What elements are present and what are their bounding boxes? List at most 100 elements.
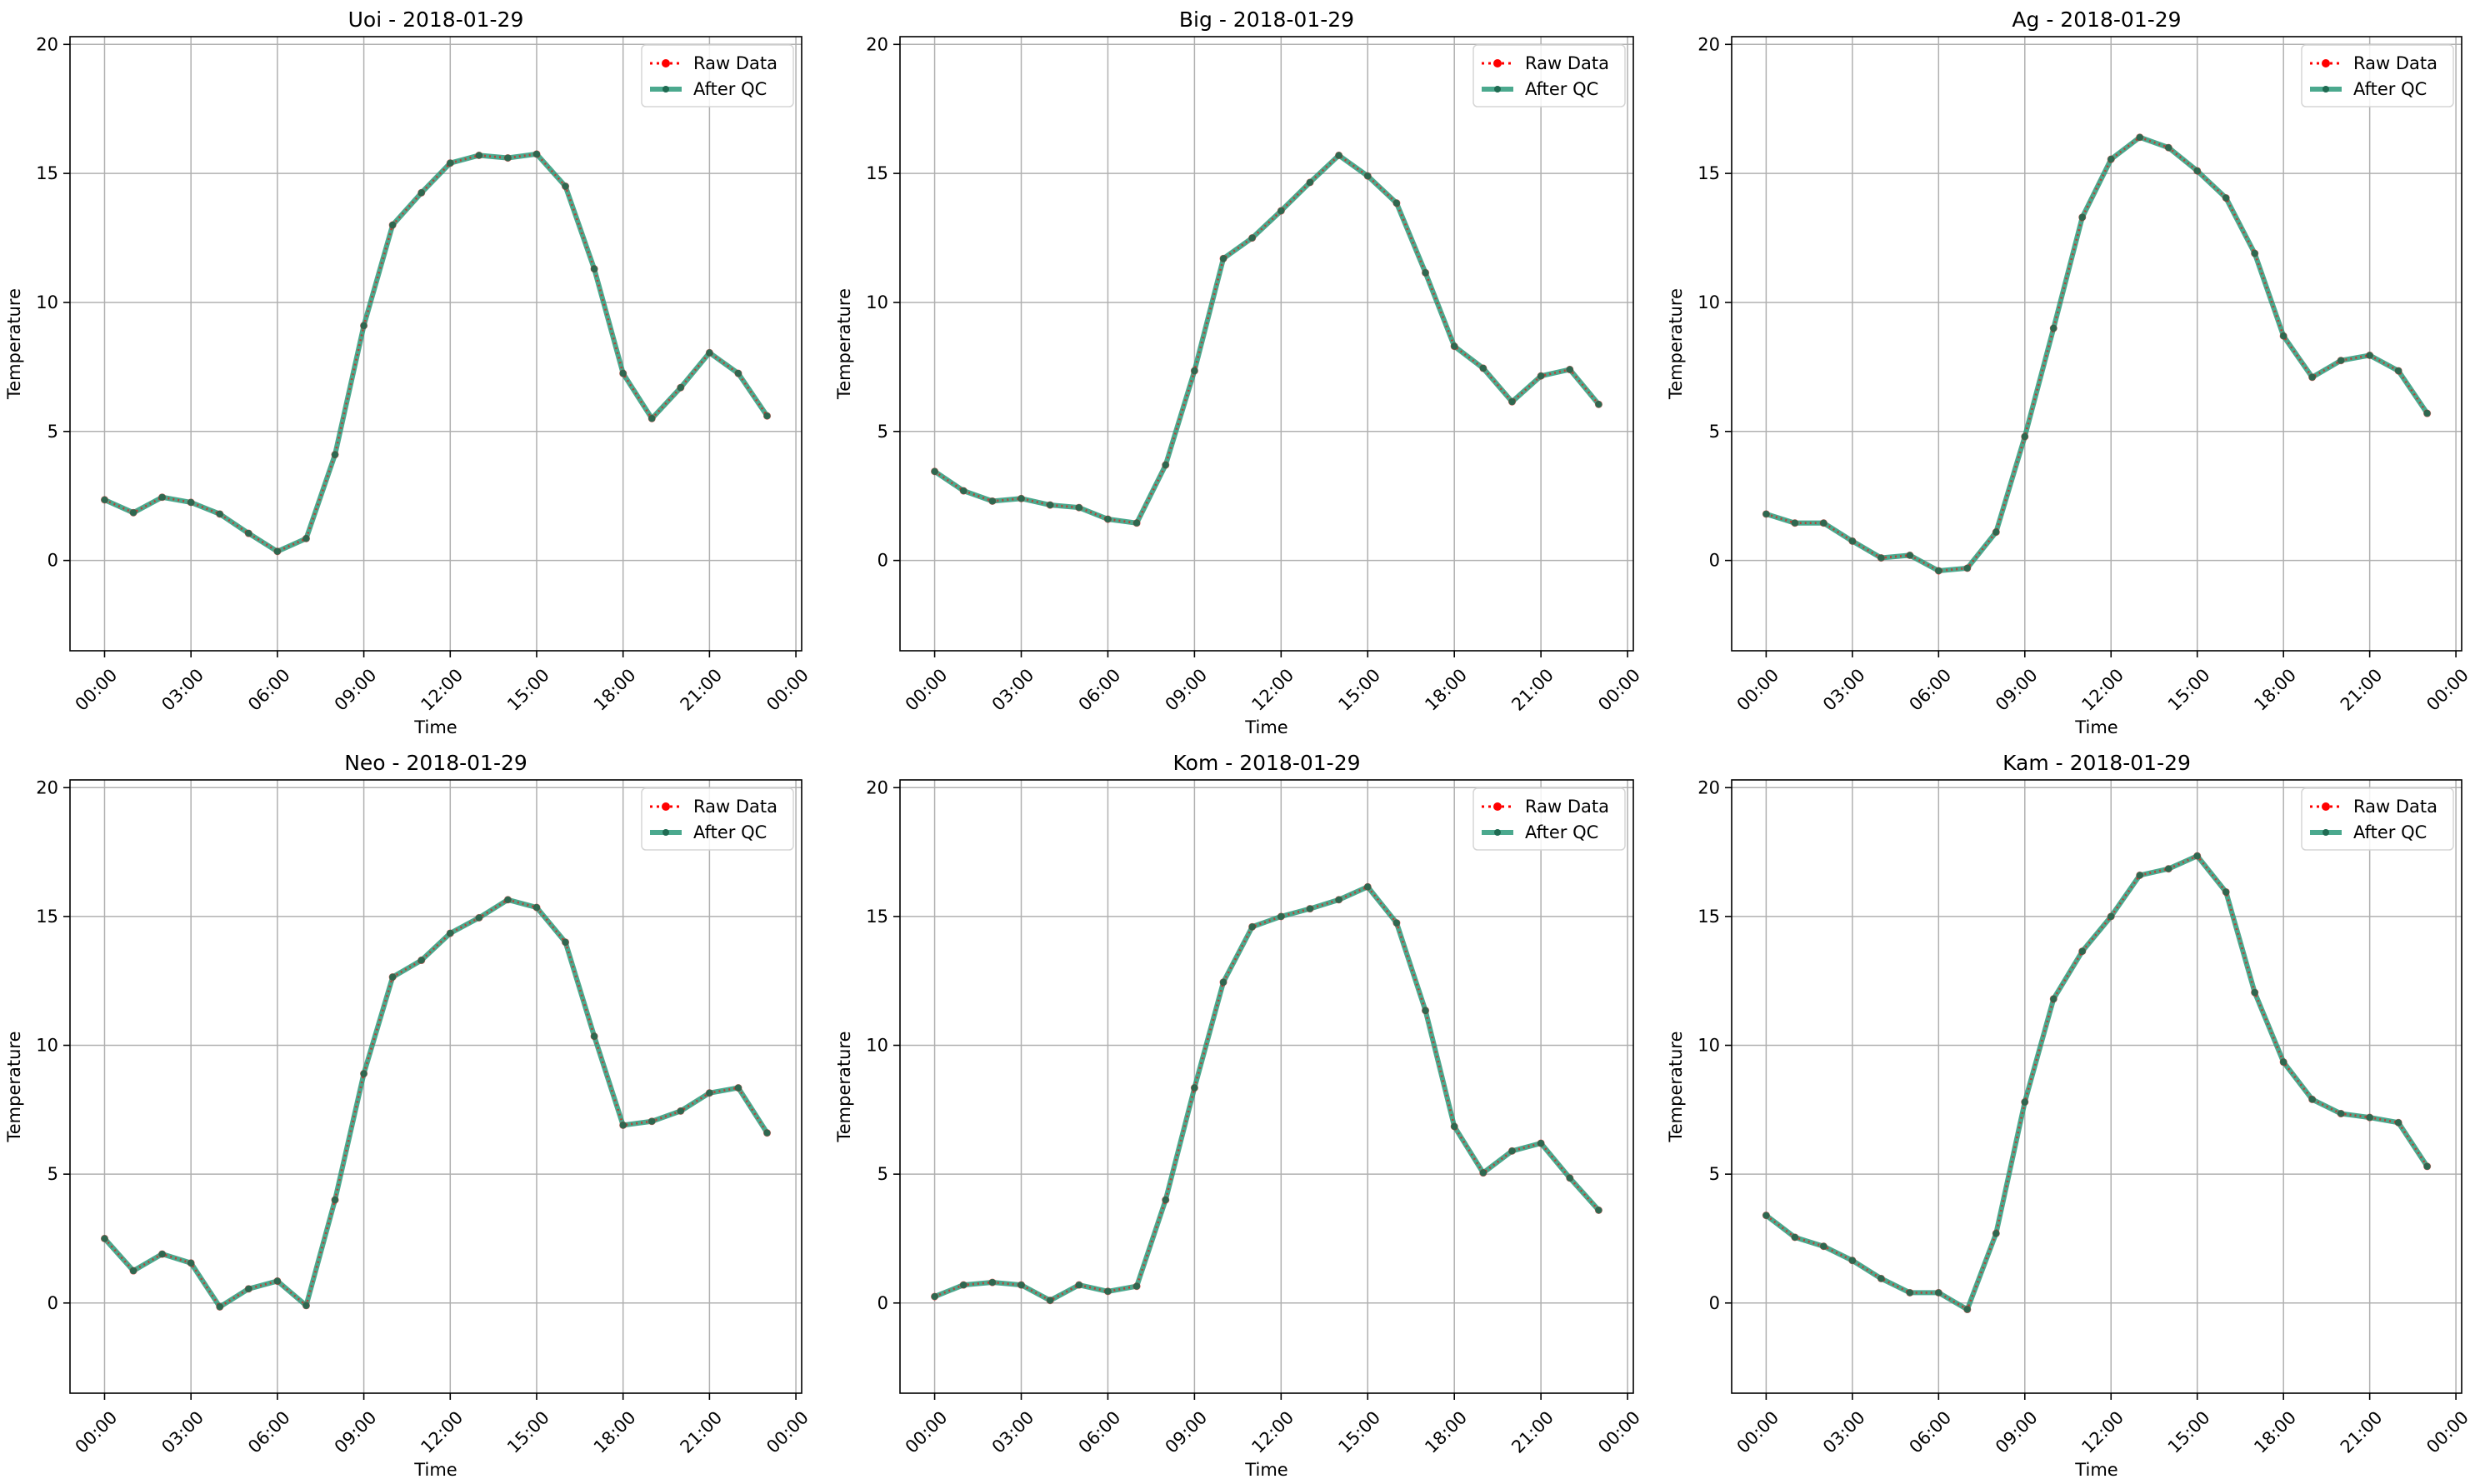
- x-tick-label: 00:00: [1733, 1407, 1783, 1457]
- data-point-after-qc: [1104, 1287, 1112, 1296]
- x-tick-label: 21:00: [1508, 1407, 1558, 1457]
- data-point-after-qc: [129, 509, 138, 517]
- x-axis-label: Time: [1244, 1460, 1288, 1480]
- legend-marker-raw-data: [1493, 59, 1502, 67]
- y-tick-label: 15: [1698, 163, 1720, 183]
- data-point-after-qc: [504, 154, 512, 162]
- data-point-after-qc: [418, 189, 425, 197]
- y-axis-label: Temperature: [1666, 1031, 1686, 1142]
- data-point-after-qc: [2136, 133, 2143, 141]
- x-tick-label: 12:00: [417, 1407, 467, 1457]
- data-point-after-qc: [1595, 1207, 1602, 1214]
- data-point-after-qc: [1479, 1169, 1488, 1177]
- data-point-after-qc: [216, 510, 223, 518]
- legend: Raw Data After QC: [1472, 787, 1626, 851]
- data-point-after-qc: [1278, 912, 1285, 921]
- x-tick-label: 15:00: [1334, 665, 1384, 715]
- y-tick-label: 5: [878, 422, 888, 442]
- x-tick-label: 15:00: [1334, 1407, 1384, 1457]
- data-point-after-qc: [706, 1089, 713, 1097]
- data-point-after-qc: [1935, 1289, 1942, 1297]
- data-point-after-qc: [1878, 554, 1885, 562]
- x-tick-label: 18:00: [2250, 1407, 2300, 1457]
- data-point-after-qc: [1451, 342, 1458, 350]
- series-line-after-qc: [1763, 134, 2430, 574]
- data-point-after-qc: [1132, 1282, 1141, 1290]
- x-tick-label: 15:00: [503, 665, 553, 715]
- data-point-after-qc: [504, 896, 512, 903]
- legend: Raw Data After QC: [1472, 44, 1626, 107]
- x-tick-label: 00:00: [902, 1407, 952, 1457]
- x-tick-label: 21:00: [677, 1407, 727, 1457]
- data-point-after-qc: [734, 1084, 742, 1092]
- data-point-after-qc: [302, 1302, 310, 1310]
- y-tick-label: 10: [36, 292, 58, 312]
- data-point-after-qc: [1935, 567, 1942, 575]
- data-point-after-qc: [447, 159, 454, 167]
- x-tick-label: 00:00: [762, 665, 812, 715]
- data-point-after-qc: [1191, 1084, 1198, 1092]
- y-axis-label: Temperature: [1666, 288, 1686, 400]
- series-line-after-qc: [932, 152, 1602, 526]
- subplot-2: 00:00 03:00 06:00 09:00 12:00 15:00 18:00 21:00…: [834, 7, 1644, 737]
- data-point-after-qc: [1791, 1233, 1799, 1242]
- legend-marker-raw-data: [662, 802, 670, 811]
- data-point-after-qc: [1335, 152, 1342, 159]
- legend-label-after-qc: After QC: [1525, 822, 1598, 842]
- x-tick-label: 12:00: [1248, 1407, 1298, 1457]
- x-tick-label: 18:00: [590, 1407, 640, 1457]
- data-point-after-qc: [1566, 1174, 1573, 1182]
- data-point-after-qc: [101, 1235, 108, 1242]
- data-point-after-qc: [619, 1122, 627, 1129]
- legend-label-after-qc: After QC: [693, 822, 767, 842]
- x-axis-label: Time: [413, 1460, 457, 1480]
- y-tick-label: 5: [48, 422, 58, 442]
- x-tick-label: 21:00: [2337, 1407, 2387, 1457]
- x-tick-label: 03:00: [988, 665, 1038, 715]
- x-tick-label: 21:00: [677, 665, 727, 715]
- axes-frame: [899, 36, 1634, 652]
- data-point-after-qc: [273, 1277, 282, 1285]
- x-tick-label: 06:00: [244, 1407, 294, 1457]
- subplot-title: Neo - 2018-01-29: [344, 751, 528, 775]
- data-point-after-qc: [1392, 919, 1401, 927]
- data-point-after-qc: [2337, 1110, 2345, 1117]
- data-point-after-qc: [2136, 872, 2143, 879]
- data-point-after-qc: [2108, 912, 2115, 921]
- y-tick-label: 10: [1698, 292, 1720, 312]
- data-point-after-qc: [1422, 269, 1429, 277]
- legend-marker-raw-data: [662, 59, 670, 67]
- legend-label-raw-data: Raw Data: [693, 53, 778, 73]
- series-line-raw-data: [933, 153, 1600, 525]
- data-point-after-qc: [1422, 1007, 1429, 1014]
- y-tick-label: 5: [48, 1164, 58, 1184]
- legend-marker-raw-data: [1493, 802, 1502, 811]
- data-point-after-qc: [1906, 552, 1914, 559]
- y-axis-label: Temperature: [4, 1031, 24, 1142]
- legend-label-raw-data: Raw Data: [1525, 797, 1609, 817]
- axes-frame: [69, 36, 802, 652]
- y-tick-label: 0: [1709, 1293, 1720, 1313]
- data-point-after-qc: [1191, 367, 1198, 375]
- legend-label-raw-data: Raw Data: [693, 797, 778, 817]
- x-tick-label: 03:00: [988, 1407, 1038, 1457]
- x-tick-label: 06:00: [1905, 665, 1955, 715]
- data-point-after-qc: [2366, 352, 2373, 359]
- y-tick-label: 15: [866, 163, 888, 183]
- data-point-after-qc: [360, 322, 368, 330]
- data-point-after-qc: [1219, 978, 1228, 986]
- legend: Raw Data After QC: [641, 787, 794, 851]
- legend-label-after-qc: After QC: [693, 79, 767, 99]
- x-tick-label: 18:00: [1421, 665, 1471, 715]
- x-axis-label: Time: [413, 717, 457, 737]
- data-point-after-qc: [2337, 357, 2345, 364]
- legend: Raw Data After QC: [641, 44, 794, 107]
- data-point-after-qc: [1248, 234, 1256, 242]
- data-point-after-qc: [360, 1070, 368, 1077]
- data-point-after-qc: [2165, 865, 2172, 872]
- data-point-after-qc: [2108, 155, 2115, 163]
- y-tick-label: 15: [866, 907, 888, 927]
- x-tick-label: 06:00: [1075, 665, 1125, 715]
- data-point-after-qc: [1906, 1289, 1914, 1297]
